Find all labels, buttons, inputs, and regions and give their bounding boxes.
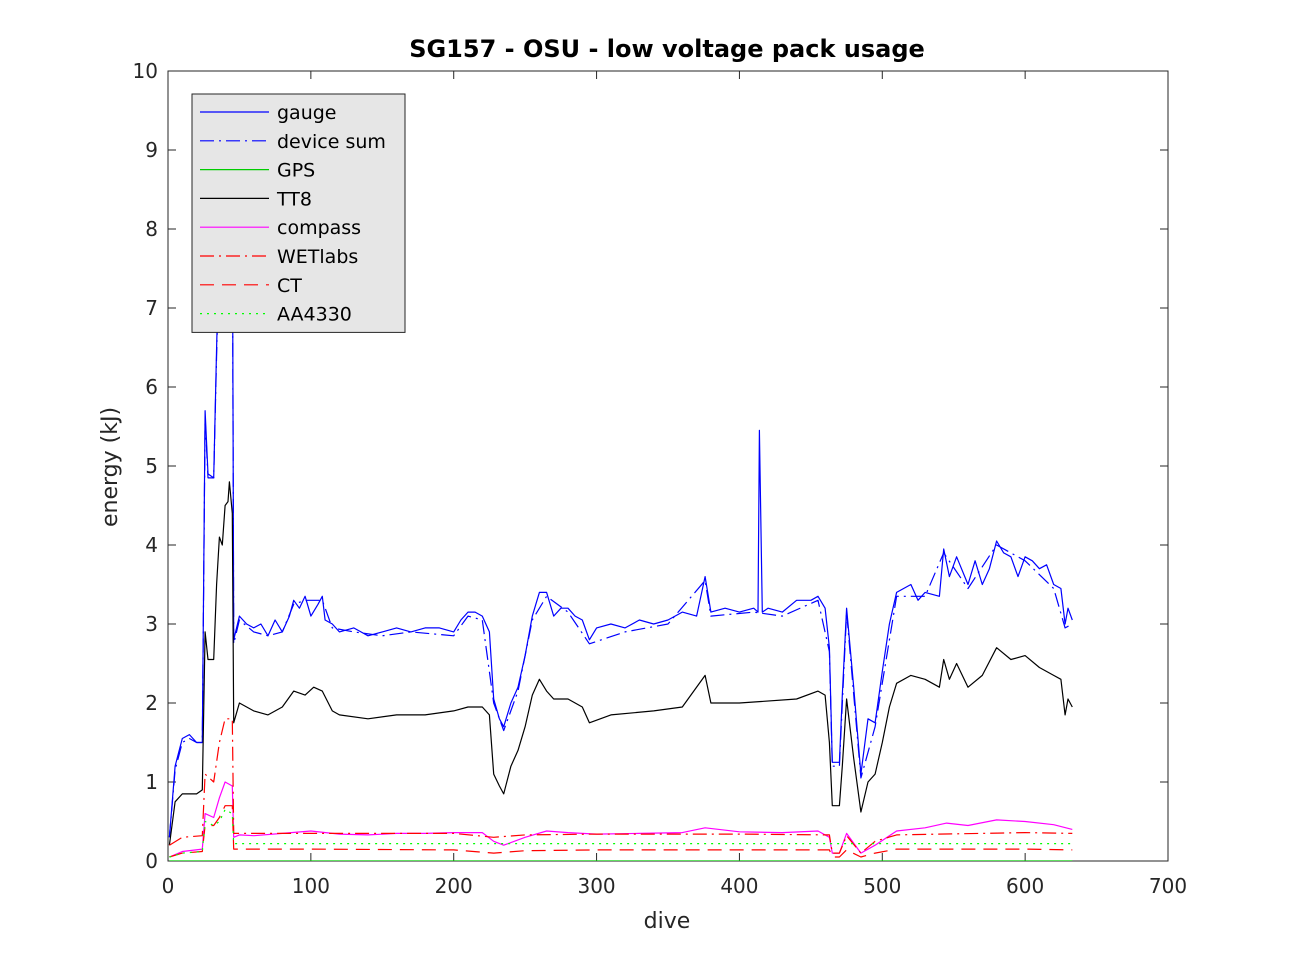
y-tick-label: 4 — [145, 533, 158, 557]
y-tick-label: 10 — [133, 59, 158, 83]
legend-label: compass — [277, 217, 361, 239]
x-tick-label: 400 — [720, 874, 758, 898]
y-tick-label: 9 — [145, 138, 158, 162]
legend-label: GPS — [277, 160, 315, 182]
legend: gauge device sum GPS TT8 compass WETlabs CT AA4… — [191, 93, 406, 333]
legend-label: CT — [277, 275, 302, 297]
x-tick-label: 0 — [162, 874, 175, 898]
x-tick-label: 100 — [292, 874, 330, 898]
x-axis-label: dive — [644, 909, 691, 934]
legend-label: TT8 — [276, 188, 312, 210]
legend-box — [191, 93, 406, 333]
x-tick-label: 300 — [577, 874, 615, 898]
series-line-gauge — [168, 133, 1073, 838]
y-tick-label: 1 — [145, 770, 158, 794]
y-tick-label: 7 — [145, 296, 158, 320]
x-tick-label: 200 — [435, 874, 473, 898]
x-tick-label: 600 — [1006, 874, 1044, 898]
y-tick-label: 3 — [145, 612, 158, 636]
y-axis-label: energy (kJ) — [98, 407, 123, 527]
legend-label: WETlabs — [277, 246, 358, 268]
series-line-wetlabs — [169, 718, 1073, 854]
legend-label: gauge — [277, 102, 337, 124]
y-tick-label: 8 — [145, 217, 158, 241]
chart-title: SG157 - OSU - low voltage pack usage — [409, 35, 925, 63]
y-tick-label: 2 — [145, 691, 158, 715]
series-line-ct — [169, 805, 1073, 858]
y-tick-label: 6 — [145, 375, 158, 399]
series-line-tt8 — [168, 481, 1073, 846]
x-tick-label: 500 — [863, 874, 901, 898]
y-tick-label: 5 — [145, 454, 158, 478]
legend-label: AA4330 — [277, 304, 352, 326]
y-tick-label: 0 — [145, 849, 158, 873]
legend-label: device sum — [277, 131, 386, 153]
x-tick-label: 700 — [1149, 874, 1187, 898]
